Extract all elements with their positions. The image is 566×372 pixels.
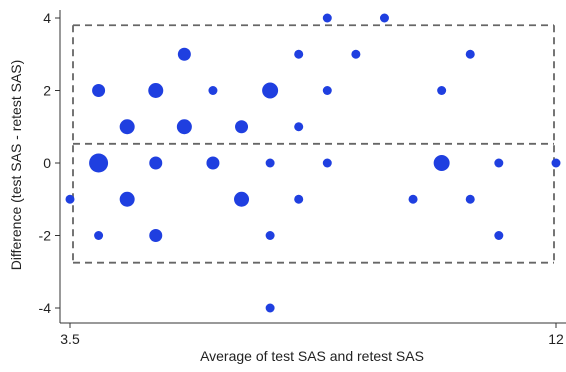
- y-axis-title: Difference (test SAS - retest SAS): [8, 60, 24, 271]
- data-point: [176, 119, 192, 135]
- x-axis-title: Average of test SAS and retest SAS: [200, 348, 424, 364]
- data-point: [551, 158, 561, 168]
- data-point: [294, 49, 304, 59]
- data-point: [208, 86, 218, 95]
- data-point: [294, 194, 304, 204]
- data-point: [265, 158, 275, 168]
- data-point: [149, 229, 163, 242]
- data-point: [408, 194, 418, 204]
- data-point: [437, 86, 447, 95]
- data-point: [89, 153, 109, 173]
- data-point: [322, 158, 332, 168]
- y-tick-label: -2: [39, 228, 52, 244]
- y-tick-label: -4: [39, 300, 52, 316]
- data-point: [177, 47, 191, 61]
- data-point: [465, 194, 475, 204]
- data-point: [322, 86, 332, 95]
- data-point: [92, 84, 106, 97]
- data-point: [494, 231, 504, 240]
- data-point: [322, 13, 332, 23]
- data-point: [465, 49, 475, 59]
- data-point: [265, 231, 275, 240]
- y-tick-label: 2: [43, 83, 51, 99]
- data-point: [149, 156, 163, 170]
- data-point: [234, 191, 250, 207]
- data-point: [235, 120, 249, 134]
- y-tick-label: 0: [43, 155, 51, 171]
- x-tick-label: 12: [548, 331, 564, 347]
- data-point: [262, 82, 279, 99]
- x-tick-label: 3.5: [60, 331, 80, 347]
- y-tick-label: 4: [43, 10, 51, 26]
- data-point: [351, 49, 361, 59]
- data-point: [494, 158, 504, 168]
- data-point: [294, 122, 304, 132]
- data-point: [65, 194, 75, 204]
- data-point: [148, 83, 164, 98]
- data-point: [119, 191, 135, 207]
- data-point: [206, 156, 220, 170]
- data-point: [379, 13, 389, 23]
- data-point: [94, 231, 104, 240]
- data-point: [433, 155, 450, 171]
- data-point: [265, 303, 275, 313]
- data-point: [119, 119, 135, 135]
